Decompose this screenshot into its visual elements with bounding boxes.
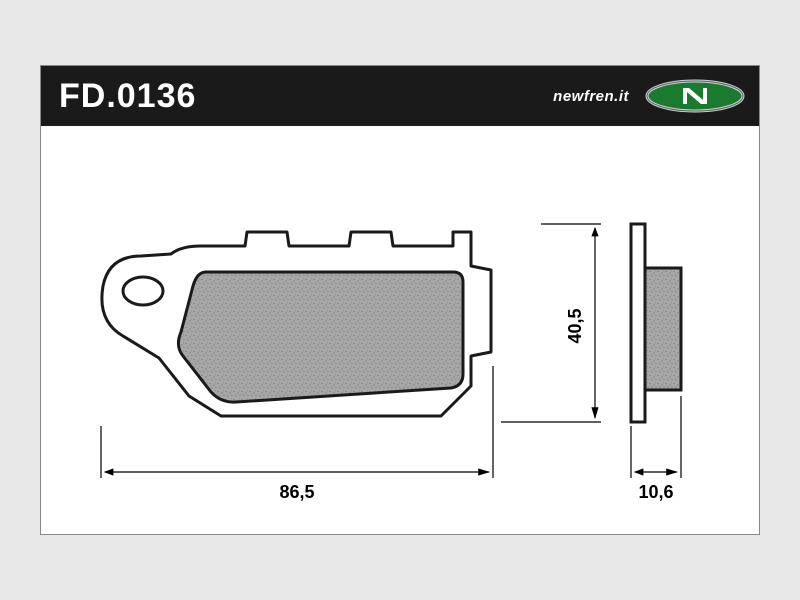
side-view <box>631 224 681 422</box>
dim-height: 40,5 <box>501 224 601 422</box>
spec-card: FD.0136 newfren.it <box>40 65 760 535</box>
dim-thickness-label: 10,6 <box>638 482 673 502</box>
brand-text: newfren.it <box>553 88 629 105</box>
front-view <box>102 232 491 416</box>
brand-logo <box>645 78 745 119</box>
technical-drawing: 86,5 40,5 10,6 <box>41 126 759 534</box>
part-number: FD.0136 <box>59 77 196 116</box>
dim-height-label: 40,5 <box>565 308 585 343</box>
dim-width-label: 86,5 <box>279 482 314 502</box>
header-bar: FD.0136 newfren.it <box>41 66 759 126</box>
